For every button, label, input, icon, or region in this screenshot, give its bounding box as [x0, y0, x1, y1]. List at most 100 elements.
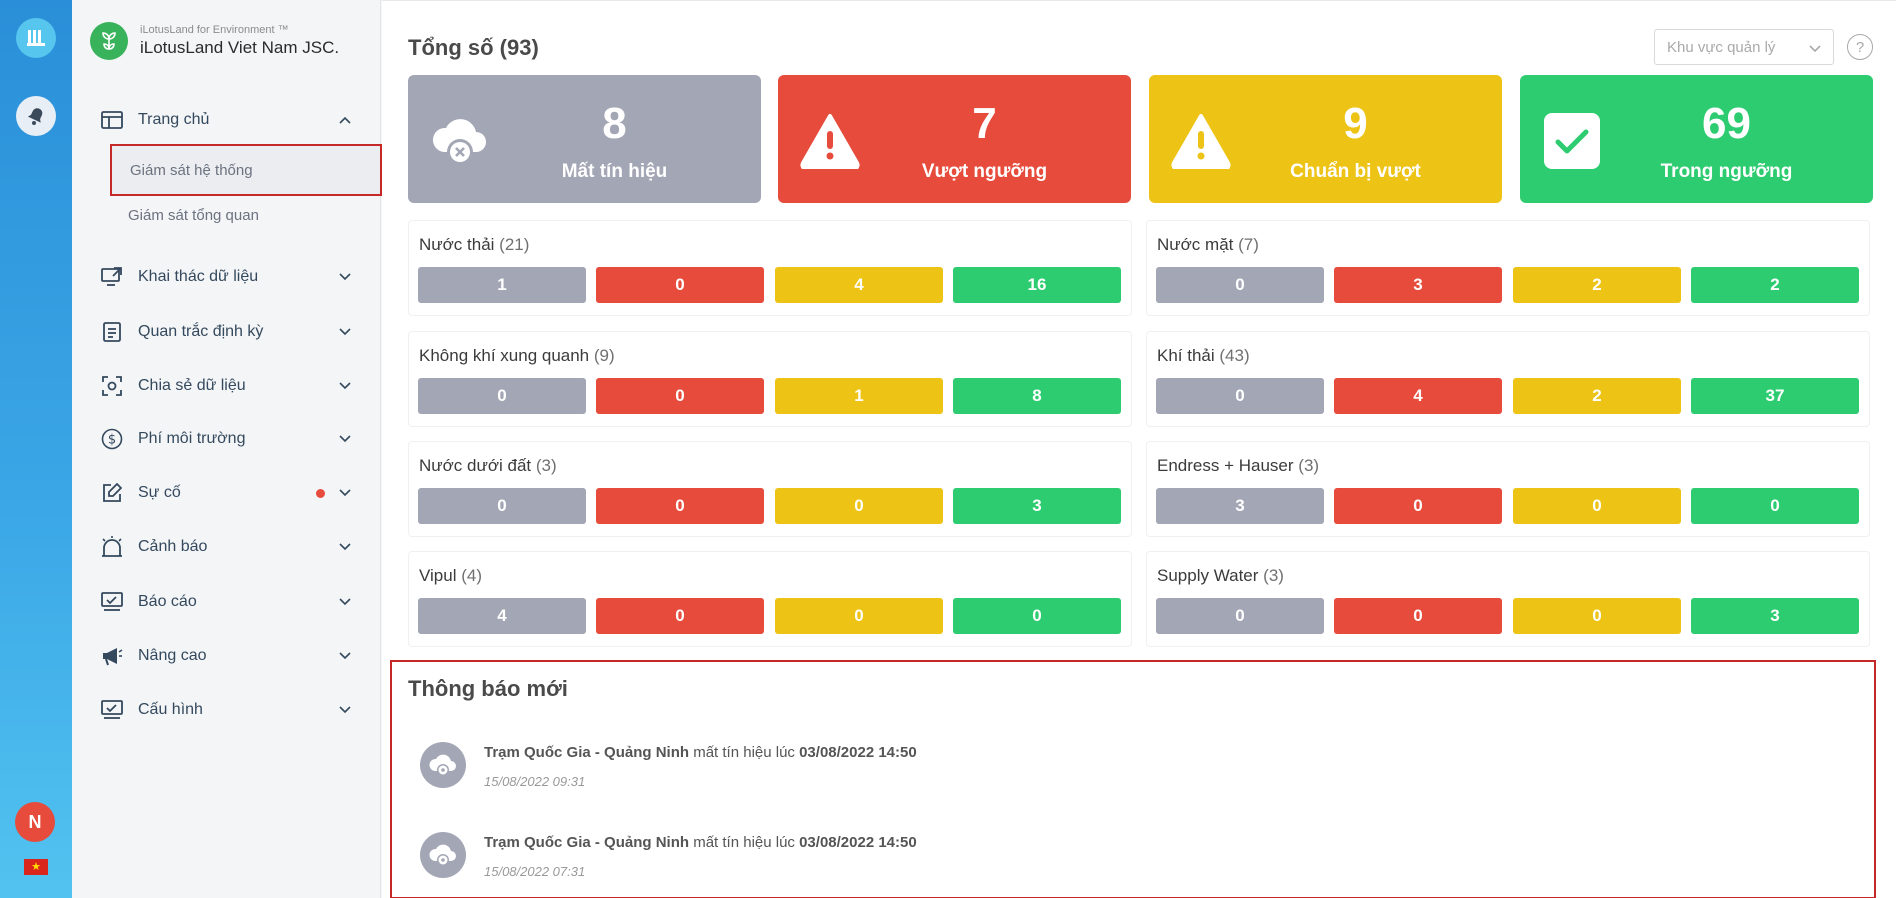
sidebar-item-config[interactable]: Cấu hình — [72, 690, 381, 730]
group-card-ambient-air: Không khí xung quanh (9) 0 0 1 8 — [408, 331, 1132, 427]
pill-within-threshold[interactable]: 16 — [953, 267, 1121, 303]
stat-value: 7 — [972, 99, 997, 148]
sidebar-item-label: Báo cáo — [138, 593, 197, 610]
pill-exceeded[interactable]: 0 — [596, 378, 764, 414]
notification-time: 15/08/2022 09:31 — [484, 774, 586, 789]
pill-disconnected[interactable]: 4 — [418, 598, 586, 634]
config-icon — [100, 698, 124, 722]
group-name: Khí thải — [1157, 346, 1215, 365]
stat-card-exceeded[interactable]: 7 Vượt ngưỡng — [778, 75, 1131, 203]
monitor-share-icon — [100, 265, 124, 289]
stat-card-within-threshold[interactable]: 69 Trong ngưỡng — [1520, 75, 1873, 203]
pill-near-threshold[interactable]: 0 — [775, 598, 943, 634]
stat-card-disconnected[interactable]: 8 Mất tín hiệu — [408, 75, 761, 203]
chevron-down-icon — [1809, 40, 1821, 57]
chevron-down-icon — [337, 702, 353, 718]
sidebar-item-incidents[interactable]: Sự cố — [72, 473, 381, 513]
sidebar-item-periodic-monitoring[interactable]: Quan trắc định kỳ — [72, 312, 381, 352]
area-select-placeholder: Khu vực quản lý — [1667, 38, 1776, 56]
sidebar-item-home[interactable]: Trang chủ — [72, 100, 381, 140]
pill-near-threshold[interactable]: 0 — [1513, 488, 1681, 524]
pill-exceeded[interactable]: 4 — [1334, 378, 1502, 414]
pill-within-threshold[interactable]: 3 — [953, 488, 1121, 524]
svg-text:$: $ — [108, 433, 116, 448]
group-count: (4) — [461, 566, 483, 585]
chevron-down-icon — [337, 539, 353, 555]
stat-card-near-threshold[interactable]: 9 Chuẩn bị vượt — [1149, 75, 1502, 203]
sidebar-item-reports[interactable]: Báo cáo — [72, 582, 381, 622]
group-count: (3) — [1263, 566, 1284, 585]
pill-disconnected[interactable]: 0 — [1156, 598, 1324, 634]
sidebar-subitem-overview-monitor[interactable]: Giám sát tổng quan — [128, 206, 259, 224]
pill-within-threshold[interactable]: 8 — [953, 378, 1121, 414]
pill-exceeded[interactable]: 0 — [1334, 598, 1502, 634]
sidebar-item-data-mining[interactable]: Khai thác dữ liệu — [72, 257, 381, 297]
brand: iLotusLand for Environment ™ iLotusLand … — [90, 22, 339, 60]
pill-near-threshold[interactable]: 2 — [1513, 267, 1681, 303]
pill-exceeded[interactable]: 0 — [1334, 488, 1502, 524]
dollar-circle-icon: $ — [100, 427, 124, 451]
group-card-groundwater: Nước dưới đất (3) 0 0 0 3 — [408, 441, 1132, 537]
pill-disconnected[interactable]: 0 — [418, 378, 586, 414]
sidebar-item-label: Chia sẻ dữ liệu — [138, 377, 246, 394]
cloud-disconnect-icon — [420, 832, 466, 878]
notification-station: Trạm Quốc Gia - Quảng Ninh — [484, 744, 690, 761]
group-name: Nước thải — [419, 235, 495, 254]
pill-exceeded[interactable]: 3 — [1334, 267, 1502, 303]
language-flag-icon[interactable]: ★ — [24, 859, 48, 875]
pill-within-threshold[interactable]: 0 — [1691, 488, 1859, 524]
help-icon[interactable]: ? — [1847, 34, 1873, 60]
pill-near-threshold[interactable]: 0 — [1513, 598, 1681, 634]
notification-item[interactable]: Trạm Quốc Gia - Quảng Ninh mất tín hiệu … — [420, 742, 1820, 802]
pill-exceeded[interactable]: 0 — [596, 488, 764, 524]
pill-within-threshold[interactable]: 0 — [953, 598, 1121, 634]
notification-bell-icon[interactable] — [16, 96, 56, 136]
group-count: (3) — [535, 456, 557, 475]
group-count: (3) — [1298, 456, 1320, 475]
pill-disconnected[interactable]: 0 — [418, 488, 586, 524]
pill-exceeded[interactable]: 0 — [596, 598, 764, 634]
pill-disconnected[interactable]: 3 — [1156, 488, 1324, 524]
pill-within-threshold[interactable]: 2 — [1691, 267, 1859, 303]
warning-triangle-icon — [798, 109, 862, 173]
stat-label: Chuẩn bị vượt — [1290, 161, 1421, 182]
chevron-down-icon — [337, 648, 353, 664]
page-title: Tổng số (93) — [408, 35, 539, 60]
stat-label: Mất tín hiệu — [561, 161, 668, 182]
pill-within-threshold[interactable]: 37 — [1691, 378, 1859, 414]
user-avatar[interactable]: N — [15, 802, 55, 842]
pill-exceeded[interactable]: 0 — [596, 267, 764, 303]
notification-item[interactable]: Trạm Quốc Gia - Quảng Ninh mất tín hiệu … — [420, 832, 1820, 892]
chevron-down-icon — [337, 594, 353, 610]
group-name: Nước mặt — [1157, 235, 1234, 254]
pill-within-threshold[interactable]: 3 — [1691, 598, 1859, 634]
group-name: Supply Water — [1157, 566, 1259, 585]
group-count: (43) — [1219, 346, 1250, 365]
group-count: (7) — [1238, 235, 1259, 254]
group-name: Nước dưới đất — [419, 456, 532, 475]
sidebar-item-advanced[interactable]: Nâng cao — [72, 636, 381, 676]
pill-near-threshold[interactable]: 0 — [775, 488, 943, 524]
chevron-down-icon — [337, 269, 353, 285]
sidebar-item-data-sharing[interactable]: Chia sẻ dữ liệu — [72, 366, 381, 406]
scan-share-icon — [100, 374, 124, 398]
pill-disconnected[interactable]: 0 — [1156, 378, 1324, 414]
group-card-wastewater: Nước thải (21) 1 0 4 16 — [408, 220, 1132, 316]
brand-title: iLotusLand Viet Nam JSC. — [140, 38, 340, 57]
group-card-vipul: Vipul (4) 4 0 0 0 — [408, 551, 1132, 647]
area-select[interactable]: Khu vực quản lý — [1654, 29, 1834, 65]
app-switcher-icon[interactable] — [16, 18, 56, 58]
pill-near-threshold[interactable]: 4 — [775, 267, 943, 303]
alarm-icon — [100, 535, 124, 559]
sidebar-item-environment-fee[interactable]: $ Phí môi trường — [72, 419, 381, 459]
pill-disconnected[interactable]: 0 — [1156, 267, 1324, 303]
sidebar-subitem-system-monitor[interactable]: Giám sát hệ thống — [110, 144, 382, 196]
stat-value: 69 — [1702, 99, 1751, 148]
chevron-up-icon — [337, 112, 353, 128]
pill-disconnected[interactable]: 1 — [418, 267, 586, 303]
pill-near-threshold[interactable]: 1 — [775, 378, 943, 414]
sidebar-item-alerts[interactable]: Cảnh báo — [72, 527, 381, 567]
pill-near-threshold[interactable]: 2 — [1513, 378, 1681, 414]
stat-value: 8 — [602, 99, 627, 148]
notification-time: 15/08/2022 07:31 — [484, 864, 586, 879]
